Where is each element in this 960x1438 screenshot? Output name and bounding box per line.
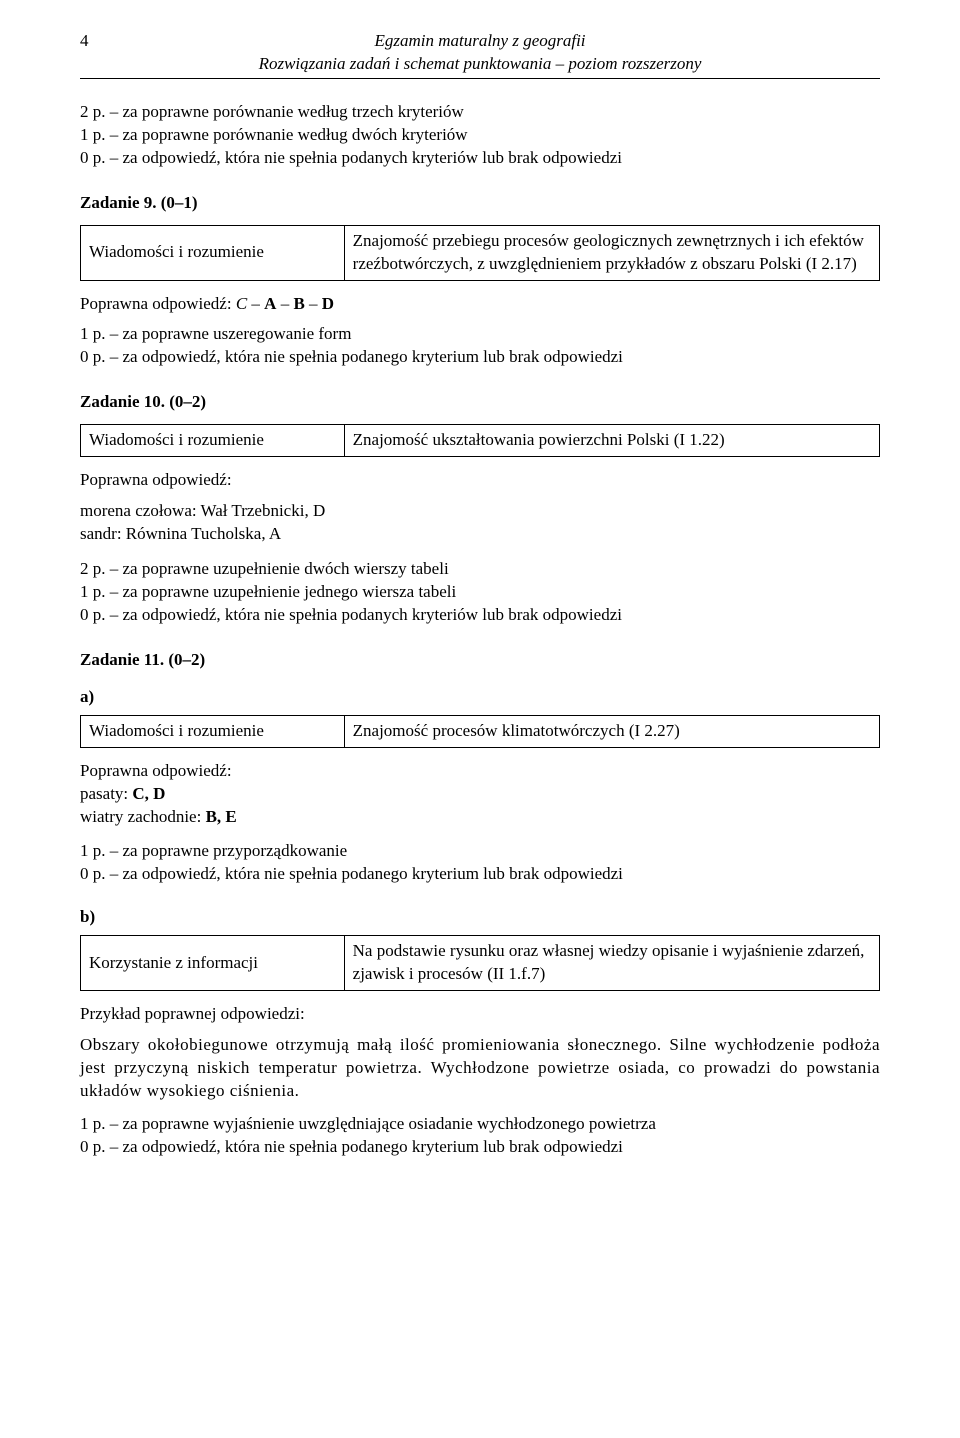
task9-answer-sequence: C xyxy=(236,294,247,313)
task10-0p: 0 p. – za odpowiedź, która nie spełnia p… xyxy=(80,604,880,627)
task10-right: Znajomość ukształtowania powierzchni Pol… xyxy=(344,425,879,457)
task9-box: Wiadomości i rozumienie Znajomość przebi… xyxy=(80,225,880,281)
task11b-points: 1 p. – za poprawne wyjaśnienie uwzględni… xyxy=(80,1113,880,1159)
points-0p: 0 p. – za odpowiedź, która nie spełnia p… xyxy=(80,147,880,170)
task11b-box: Korzystanie z informacji Na podstawie ry… xyxy=(80,935,880,991)
task10-answer-label: Poprawna odpowiedź: xyxy=(80,469,880,492)
task10-title: Zadanie 10. (0–2) xyxy=(80,391,880,414)
task9-left: Wiadomości i rozumienie xyxy=(81,225,345,280)
task10-points: 2 p. – za poprawne uzupełnienie dwóch wi… xyxy=(80,558,880,627)
task11a-0p: 0 p. – za odpowiedź, która nie spełnia p… xyxy=(80,863,880,886)
task10-ans1: morena czołowa: Wał Trzebnicki, D xyxy=(80,500,880,523)
task11a-box: Wiadomości i rozumienie Znajomość proces… xyxy=(80,715,880,748)
page-header: Egzamin maturalny z geografii Rozwiązani… xyxy=(80,30,880,79)
task11-title: Zadanie 11. (0–2) xyxy=(80,649,880,672)
task11b-0p: 0 p. – za odpowiedź, która nie spełnia p… xyxy=(80,1136,880,1159)
points-2p: 2 p. – za poprawne porównanie według trz… xyxy=(80,101,880,124)
task11a-answer-label: Poprawna odpowiedź: xyxy=(80,760,880,783)
task9-answer-prefix: Poprawna odpowiedź: xyxy=(80,294,236,313)
task10-ans2: sandr: Równina Tucholska, A xyxy=(80,523,880,546)
task10-left: Wiadomości i rozumienie xyxy=(81,425,345,457)
task11a-ans1: pasaty: C, D xyxy=(80,783,880,806)
task9-right: Znajomość przebiegu procesów geologiczny… xyxy=(344,225,879,280)
task11b-right: Na podstawie rysunku oraz własnej wiedzy… xyxy=(344,936,879,991)
task11-part-b: b) xyxy=(80,906,880,929)
page-number: 4 xyxy=(80,30,89,53)
task11a-right: Znajomość procesów klimatotwórczych (I 2… xyxy=(344,715,879,747)
task9-title: Zadanie 9. (0–1) xyxy=(80,192,880,215)
task11b-paragraph: Obszary okołobiegunowe otrzymują małą il… xyxy=(80,1034,880,1103)
task9-0p: 0 p. – za odpowiedź, która nie spełnia p… xyxy=(80,346,880,369)
task11-part-a: a) xyxy=(80,686,880,709)
task11b-1p: 1 p. – za poprawne wyjaśnienie uwzględni… xyxy=(80,1113,880,1136)
task11a-1p: 1 p. – za poprawne przyporządkowanie xyxy=(80,840,880,863)
task10-1p: 1 p. – za poprawne uzupełnienie jednego … xyxy=(80,581,880,604)
task10-2p: 2 p. – za poprawne uzupełnienie dwóch wi… xyxy=(80,558,880,581)
task9-points: 1 p. – za poprawne uszeregowanie form 0 … xyxy=(80,323,880,369)
task9-1p: 1 p. – za poprawne uszeregowanie form xyxy=(80,323,880,346)
task10-box: Wiadomości i rozumienie Znajomość ukszta… xyxy=(80,424,880,457)
task11b-example-label: Przykład poprawnej odpowiedzi: xyxy=(80,1003,880,1026)
intro-points: 2 p. – za poprawne porównanie według trz… xyxy=(80,101,880,170)
points-1p: 1 p. – za poprawne porównanie według dwó… xyxy=(80,124,880,147)
header-line-2: Rozwiązania zadań i schemat punktowania … xyxy=(259,54,702,73)
task11a-ans2: wiatry zachodnie: B, E xyxy=(80,806,880,829)
task9-answer: Poprawna odpowiedź: C – A – B – D xyxy=(80,293,880,316)
task11b-left: Korzystanie z informacji xyxy=(81,936,345,991)
task11a-left: Wiadomości i rozumienie xyxy=(81,715,345,747)
header-line-1: Egzamin maturalny z geografii xyxy=(374,31,585,50)
task11a-points: 1 p. – za poprawne przyporządkowanie 0 p… xyxy=(80,840,880,886)
